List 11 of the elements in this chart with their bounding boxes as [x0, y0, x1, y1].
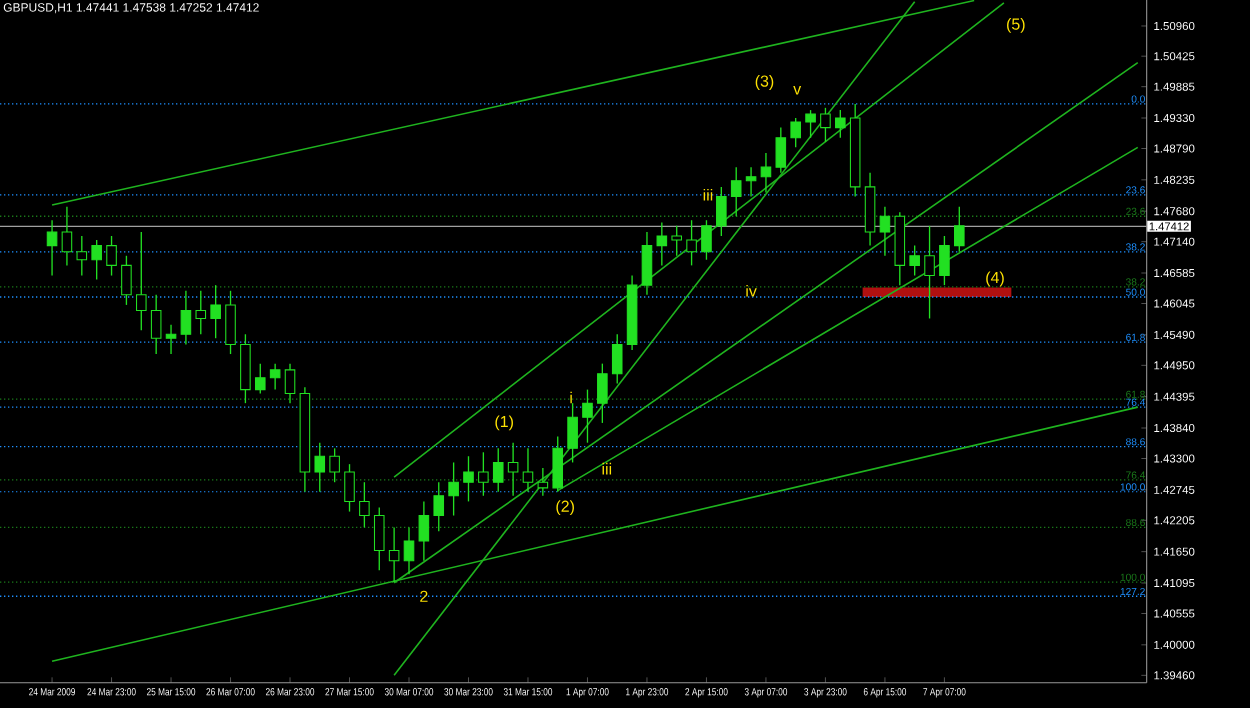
annotation: (3)	[755, 74, 774, 90]
annotation: (5)	[1007, 17, 1025, 33]
annotation: iii	[602, 462, 612, 475]
annotation: iv	[746, 284, 757, 297]
annotation: (4)	[986, 271, 1004, 287]
annotation: 2	[420, 590, 428, 602]
annotation: i	[570, 391, 572, 404]
annotation: (2)	[556, 500, 574, 516]
annotation: (1)	[495, 415, 513, 431]
annotation: iii	[703, 188, 713, 201]
annotation: v	[793, 86, 802, 95]
